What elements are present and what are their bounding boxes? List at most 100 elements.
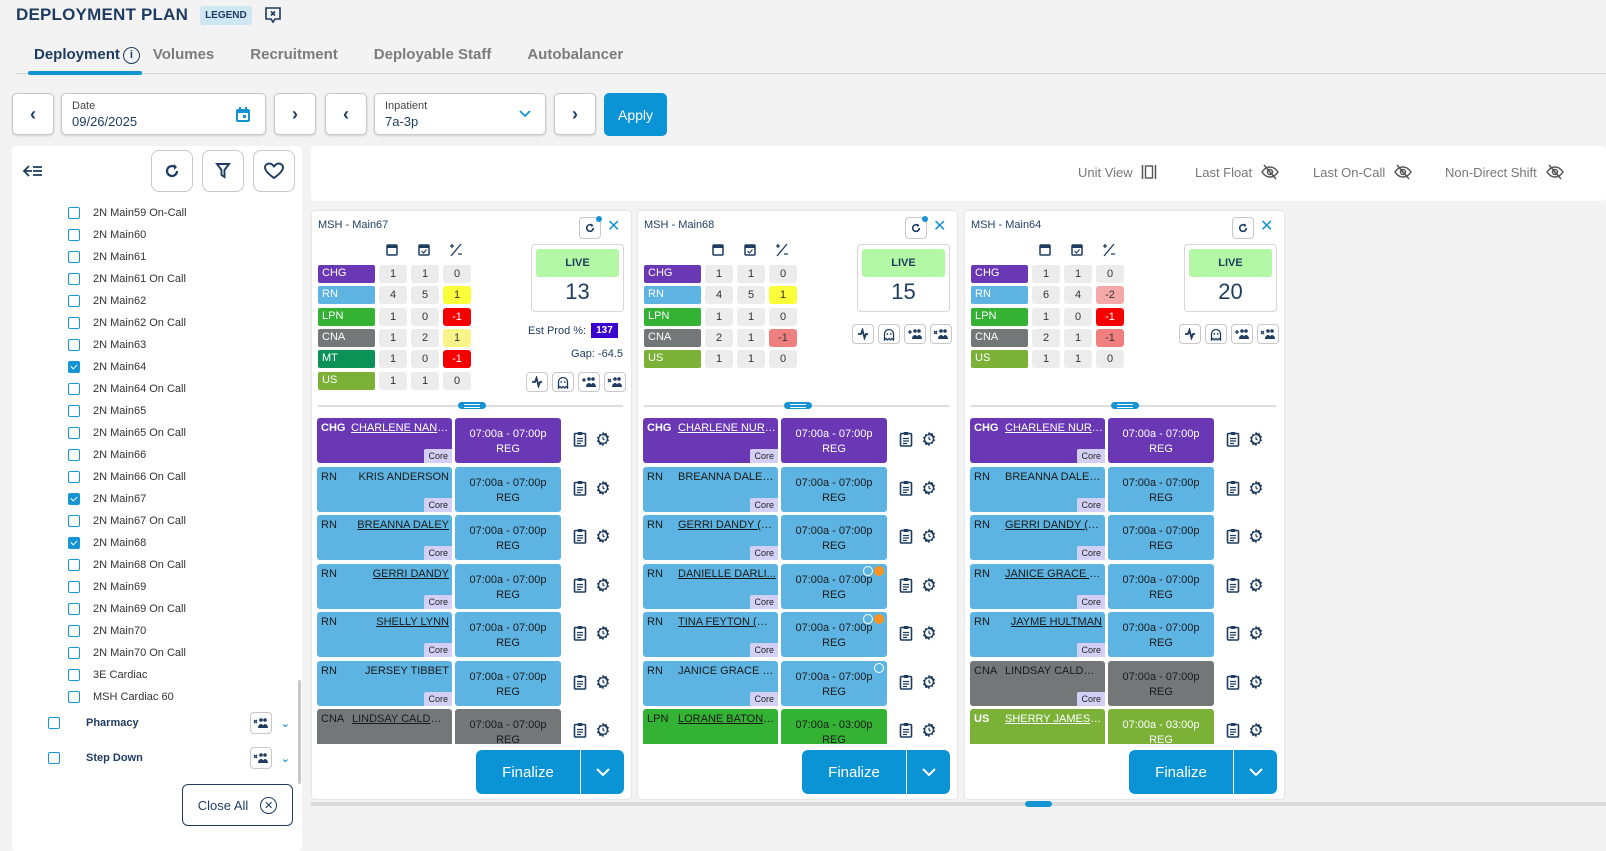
shift-cell[interactable]: 07:00a - 07:00p REG [1108,515,1214,560]
staff-name-cell[interactable]: RN GERRI DANDY (M... Core [970,515,1105,560]
remove-staff-button[interactable] [930,324,952,344]
staff-name[interactable]: SHERRY JAMES (M... [1005,713,1103,725]
staff-name-cell[interactable]: CNA LINDSAY CALDWE... Core [970,660,1105,706]
add-staff-button[interactable] [578,372,600,392]
unit-checkbox[interactable] [68,581,80,593]
gear-clock-icon[interactable] [1248,674,1264,690]
unit-checkbox[interactable] [68,229,80,241]
clipboard-icon[interactable] [899,528,913,544]
sidebar-unit-item[interactable]: 2N Main62 On Call [68,312,288,334]
add-staff-button[interactable] [904,324,926,344]
unit-checkbox[interactable] [68,405,80,417]
group-pharmacy[interactable]: Pharmacy ⌄ [48,710,298,736]
unit-checkbox[interactable] [68,603,80,615]
shift-cell[interactable]: 07:00a - 07:00p REG [455,466,561,512]
card-refresh-button[interactable] [1232,217,1254,239]
ghost-shift-button[interactable] [878,324,900,344]
staff-name[interactable]: JAYME HULTMAN [1010,616,1102,628]
sidebar-unit-item[interactable]: 2N Main64 On Call [68,378,288,400]
clipboard-icon[interactable] [899,625,913,641]
shift-cell[interactable]: 07:00a - 07:00p REG [455,563,561,609]
shift-next-button[interactable]: › [554,93,596,135]
sidebar-unit-item[interactable]: 2N Main65 [68,400,288,422]
gear-clock-icon[interactable] [1248,528,1264,544]
clipboard-icon[interactable] [899,674,913,690]
add-staff-button[interactable] [1231,324,1253,344]
sidebar-unit-item[interactable]: 2N Main64 [68,356,288,378]
remove-group-icon[interactable] [250,712,272,734]
acuity-button[interactable] [852,324,874,344]
filter-button[interactable] [202,150,244,192]
staff-name-cell[interactable]: RN BREANNA DALEY ... Core [970,466,1105,512]
calendar-icon[interactable] [235,106,251,123]
clipboard-icon[interactable] [1226,528,1240,544]
shift-cell[interactable]: 07:00a - 07:00p REG [781,466,887,512]
sidebar-unit-item[interactable]: 2N Main66 On Call [68,466,288,488]
clipboard-icon[interactable] [899,577,913,593]
staff-name[interactable]: CHARLENE NURS... [1005,422,1103,434]
sidebar-unit-item[interactable]: 2N Main70 On Call [68,642,288,664]
sidebar-unit-item[interactable]: MSH Cardiac 60 [68,686,288,708]
clipboard-icon[interactable] [1226,480,1240,496]
chevron-down-icon[interactable]: ⌄ [280,717,290,730]
gear-clock-icon[interactable] [595,625,611,641]
sidebar-unit-item[interactable]: 2N Main63 [68,334,288,356]
unit-checkbox[interactable] [68,515,80,527]
staff-name-cell[interactable]: LPN LORANE BATON (... [643,709,778,744]
shift-cell[interactable]: 07:00a - 07:00p REG [781,515,887,560]
unit-checkbox[interactable] [68,537,80,549]
clipboard-icon[interactable] [573,577,587,593]
staff-name[interactable]: BREANNA DALEY ... [1005,470,1103,483]
sidebar-unit-item[interactable]: 2N Main69 On Call [68,598,288,620]
unit-checkbox[interactable] [68,449,80,461]
sidebar-unit-item[interactable]: 2N Main60 [68,224,288,246]
gear-clock-icon[interactable] [921,431,937,447]
staff-name-cell[interactable]: CHG CHARLENE NANEM Core [317,418,452,463]
shift-cell[interactable]: 07:00a - 07:00p REG [1108,563,1214,609]
finalize-options-button[interactable] [582,750,624,794]
shift-cell[interactable]: 07:00a - 07:00p REG [1108,418,1214,463]
date-prev-button[interactable]: ‹ [12,93,54,135]
shift-cell[interactable]: 07:00a - 07:00p REG [781,563,887,609]
gear-clock-icon[interactable] [1248,722,1264,738]
staff-name[interactable]: BREANNA DALEY ... [678,470,776,483]
acuity-button[interactable] [526,372,548,392]
staff-name-cell[interactable]: RN BREANNA DALEY ... Core [643,466,778,512]
unit-view-toggle[interactable]: Unit View [1078,164,1157,180]
finalize-button[interactable]: Finalize [802,750,907,794]
unit-checkbox[interactable] [68,427,80,439]
clipboard-icon[interactable] [573,528,587,544]
staff-name-cell[interactable]: RN BREANNA DALEY Core [317,515,452,560]
gear-clock-icon[interactable] [1248,431,1264,447]
clipboard-icon[interactable] [1226,625,1240,641]
unit-checkbox[interactable] [68,273,80,285]
gear-clock-icon[interactable] [921,722,937,738]
remove-staff-button[interactable] [604,372,626,392]
staff-name[interactable]: BREANNA DALEY [357,519,449,531]
finalize-button[interactable]: Finalize [476,750,581,794]
close-card-icon[interactable]: ✕ [933,218,947,235]
gear-clock-icon[interactable] [595,528,611,544]
unit-checkbox[interactable] [68,339,80,351]
last-on-call-toggle[interactable]: Last On-Call [1313,164,1413,180]
sidebar-scrollbar[interactable] [298,680,301,784]
unit-checkbox[interactable] [68,647,80,659]
shift-cell[interactable]: 07:00a - 07:00p REG [455,709,561,744]
favorites-button[interactable] [253,150,295,192]
shift-select[interactable]: Inpatient 7a-3p [374,93,546,135]
shift-cell[interactable]: 07:00a - 07:00p REG [781,660,887,706]
sidebar-unit-item[interactable]: 2N Main61 On Call [68,268,288,290]
clipboard-icon[interactable] [573,674,587,690]
gear-clock-icon[interactable] [921,625,937,641]
clipboard-icon[interactable] [1226,674,1240,690]
staff-name[interactable]: JANICE GRACE (M... [1005,567,1103,580]
shift-cell[interactable]: 07:00a - 07:00p REG [1108,660,1214,706]
resize-handle[interactable] [458,402,486,409]
date-next-button[interactable]: › [274,93,316,135]
unit-checkbox[interactable] [68,471,80,483]
shift-cell[interactable]: 07:00a - 07:00p REG [455,660,561,706]
shift-cell[interactable]: 07:00a - 07:00p REG [455,515,561,560]
gear-clock-icon[interactable] [921,674,937,690]
close-card-icon[interactable]: ✕ [607,218,621,235]
gear-clock-icon[interactable] [921,577,937,593]
